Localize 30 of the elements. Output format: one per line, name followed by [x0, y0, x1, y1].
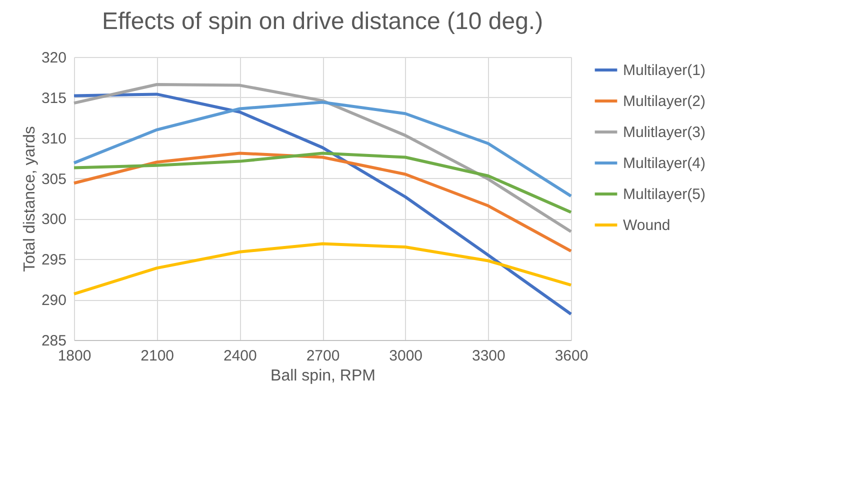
legend-label: Wound: [623, 217, 670, 234]
y-tick-label: 295: [41, 252, 66, 269]
chart-title: Effects of spin on drive distance (10 deg.): [102, 8, 544, 35]
x-tick-label: 3000: [389, 348, 423, 364]
legend-label: Multilayer(1): [623, 62, 706, 79]
line-series: [72, 242, 572, 296]
y-tick-label: 285: [41, 332, 66, 350]
x-tick-label: 3600: [554, 348, 588, 364]
y-tick-label: 310: [41, 130, 66, 148]
y-tick-label: 290: [41, 292, 66, 310]
line-series: [72, 82, 572, 234]
y-axis-title: Total distance, yards: [21, 126, 38, 272]
y-tick-label: 320: [41, 50, 66, 66]
legend-label: Multilayer(5): [623, 186, 706, 203]
x-tick-label: 2400: [223, 348, 257, 364]
line-series: [72, 92, 572, 316]
y-tick-label: 300: [41, 211, 66, 228]
y-tick-label: 315: [41, 90, 66, 107]
x-axis-title: Ball spin, RPM: [270, 368, 376, 384]
legend-label: Multilayer(4): [623, 155, 706, 172]
x-tick-label: 1800: [58, 348, 92, 364]
x-tick-label: 3300: [472, 348, 506, 364]
y-tick-label: 305: [41, 170, 66, 188]
legend-label: Mulitlayer(3): [623, 124, 706, 141]
legend-label: Multilayer(2): [623, 93, 706, 110]
line-series: [72, 152, 572, 253]
x-tick-label: 2700: [306, 348, 340, 364]
line-series: [72, 152, 572, 214]
line-series: [72, 100, 572, 198]
x-tick-label: 2100: [140, 348, 174, 364]
